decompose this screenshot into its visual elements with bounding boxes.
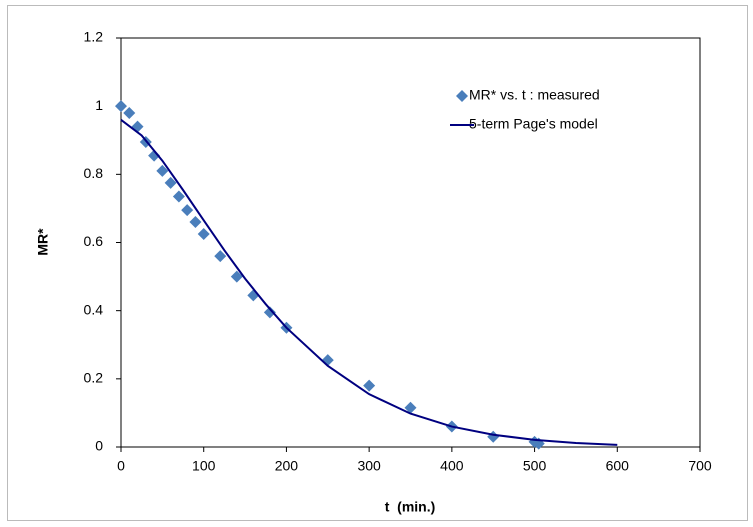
y-tick-label: 0.4: [84, 301, 104, 317]
data-point: [214, 250, 227, 263]
data-point: [247, 289, 260, 302]
plot-area: [120, 37, 701, 448]
data-point: [115, 100, 127, 113]
data-point: [172, 190, 185, 203]
data-point: [164, 176, 177, 189]
data-point: [156, 164, 169, 177]
legend-label: 5-term Page's model: [469, 116, 598, 132]
model-line: [120, 119, 618, 446]
data-point: [148, 149, 161, 162]
data-point: [363, 379, 376, 392]
legend-label: MR* vs. t : measured: [469, 87, 600, 103]
data-point: [197, 227, 210, 240]
data-point: [230, 270, 243, 283]
data-point: [123, 106, 136, 119]
y-axis-title: MR*: [35, 228, 51, 256]
y-tick-label: 0.2: [84, 370, 104, 386]
x-tick-label: 0: [117, 458, 125, 474]
data-point: [189, 216, 202, 229]
y-tick-label: 0.8: [84, 165, 104, 181]
x-tick-label: 500: [523, 458, 547, 474]
x-tick-label: 700: [688, 458, 712, 474]
data-point: [181, 204, 194, 217]
data-point: [263, 306, 276, 319]
x-axis-title: t (min.): [385, 499, 436, 515]
x-tick-label: 400: [440, 458, 464, 474]
x-tick-label: 600: [606, 458, 630, 474]
x-tick-label: 300: [357, 458, 381, 474]
x-tick-label: 100: [192, 458, 216, 474]
y-tick-label: 0.6: [84, 233, 104, 249]
y-tick-label: 1.2: [84, 29, 104, 45]
y-tick-label: 1: [95, 97, 103, 113]
x-tick-label: 200: [275, 458, 299, 474]
legend-swatch: [456, 90, 468, 102]
data-point: [404, 401, 417, 414]
y-tick-label: 0: [95, 438, 103, 454]
